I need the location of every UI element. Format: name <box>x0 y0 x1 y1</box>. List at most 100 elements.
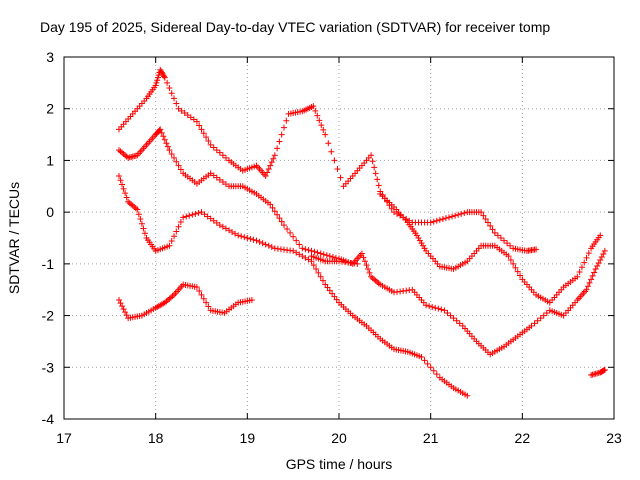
data-point <box>594 263 601 270</box>
data-point <box>187 114 194 121</box>
data-point <box>186 212 193 219</box>
data-point <box>452 212 459 219</box>
data-point <box>329 253 336 260</box>
data-point <box>175 223 182 230</box>
data-point <box>299 245 306 252</box>
data-points <box>116 66 608 399</box>
data-point <box>213 219 220 226</box>
data-point <box>302 254 309 261</box>
series-arc-7 <box>588 366 608 379</box>
data-point <box>203 299 210 306</box>
data-point <box>507 256 514 263</box>
data-point <box>299 253 306 260</box>
data-point <box>478 209 485 216</box>
data-point <box>444 309 451 316</box>
data-point <box>601 247 608 254</box>
data-point <box>173 100 180 107</box>
data-point <box>116 297 122 304</box>
data-point <box>597 232 604 239</box>
data-point <box>450 315 457 322</box>
x-axis-label: GPS time / hours <box>286 456 393 472</box>
data-point <box>198 126 205 133</box>
data-point <box>482 216 489 223</box>
data-point <box>222 225 229 232</box>
data-point <box>317 273 324 280</box>
data-point <box>296 251 303 258</box>
data-point <box>576 269 583 276</box>
data-point <box>283 117 290 124</box>
data-point <box>244 235 251 241</box>
data-point <box>322 131 329 138</box>
data-point <box>328 148 335 155</box>
data-point <box>171 233 177 240</box>
data-point <box>122 190 129 197</box>
data-point <box>424 360 431 367</box>
data-point <box>207 170 214 177</box>
data-point <box>284 225 291 232</box>
data-point <box>311 248 318 255</box>
data-point <box>163 140 170 147</box>
data-point <box>585 250 592 257</box>
y-tick-label: 0 <box>46 204 54 220</box>
data-point <box>152 82 159 89</box>
data-point <box>334 166 341 173</box>
data-point <box>421 357 428 364</box>
x-tick-label: 17 <box>56 430 72 446</box>
data-point <box>310 262 317 269</box>
data-point <box>585 283 592 290</box>
data-point <box>200 130 207 137</box>
data-point <box>160 133 167 140</box>
data-point <box>278 218 285 225</box>
data-point <box>315 269 322 276</box>
data-point <box>591 269 598 276</box>
data-point <box>397 212 404 219</box>
data-point <box>426 303 433 310</box>
data-point <box>489 226 496 233</box>
data-point <box>533 246 540 253</box>
data-point <box>265 166 272 173</box>
data-point <box>323 252 330 259</box>
data-point <box>164 143 171 150</box>
data-point <box>403 216 410 223</box>
data-point <box>293 249 300 256</box>
data-point <box>290 247 297 254</box>
data-point <box>439 216 446 223</box>
data-point <box>329 290 336 297</box>
data-point <box>210 172 217 179</box>
data-point <box>320 251 327 258</box>
data-point <box>119 181 126 188</box>
data-point <box>219 223 226 230</box>
data-point <box>331 293 338 300</box>
data-point <box>453 317 460 324</box>
data-point <box>540 312 547 319</box>
data-point <box>369 158 376 165</box>
data-point <box>586 279 593 286</box>
data-point <box>166 242 173 249</box>
series-arc-2 <box>116 126 608 358</box>
data-point <box>281 222 287 229</box>
data-point <box>184 112 191 119</box>
data-point <box>497 235 504 241</box>
data-point <box>583 254 590 261</box>
data-point <box>253 237 260 244</box>
data-point <box>543 309 550 316</box>
data-point <box>507 242 514 249</box>
data-point <box>178 107 185 114</box>
data-point <box>308 247 315 254</box>
chart-title: Day 195 of 2025, Sidereal Day-to-day VTE… <box>40 19 550 35</box>
data-point <box>494 232 501 239</box>
data-point <box>175 162 182 169</box>
data-point <box>271 152 278 159</box>
data-point <box>210 217 217 224</box>
data-point <box>189 211 196 218</box>
data-point <box>510 260 517 267</box>
y-tick-label: -1 <box>42 256 55 272</box>
x-tick-label: 18 <box>148 430 164 446</box>
data-point <box>264 169 271 176</box>
series-arc-4 <box>116 281 255 322</box>
data-point <box>589 272 596 279</box>
data-point <box>166 85 173 92</box>
data-point <box>268 244 275 251</box>
